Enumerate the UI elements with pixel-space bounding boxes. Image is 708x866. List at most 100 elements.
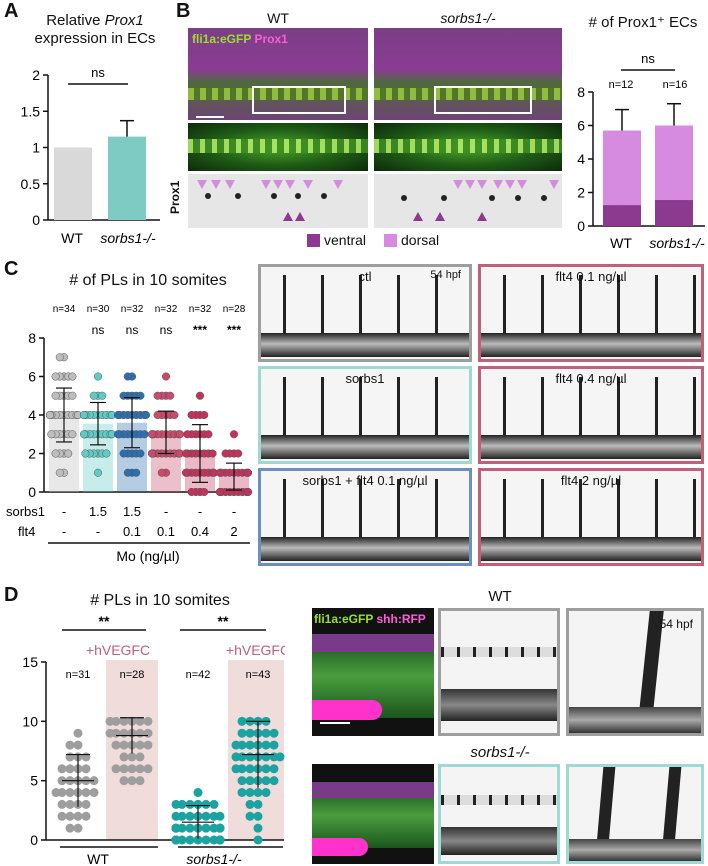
panel-b-image-mut-overview <box>374 28 562 120</box>
panel-d-data-point <box>65 799 75 809</box>
panel-c-data-point <box>51 391 60 400</box>
panel-letter-c: C <box>4 258 19 280</box>
ventral-arrowhead-icon <box>413 212 423 221</box>
panel-b-n-wt: n=12 <box>609 79 634 91</box>
panel-b-bar-dorsal <box>655 125 693 201</box>
panel-d-data-point <box>269 776 279 786</box>
panel-c-image-1: flt4 0.1 ng/µl <box>478 264 704 362</box>
panel-d-data-point <box>215 835 225 845</box>
panel-d-data-point <box>65 788 75 798</box>
panel-c-data-point <box>55 353 64 362</box>
panel-c-y-tick-label: 4 <box>28 407 36 423</box>
panel-b-image-wt-overview <box>188 28 368 120</box>
panel-d-data-point <box>185 811 195 821</box>
panel-d-data-point <box>193 788 203 798</box>
panel-c-n-label: n=30 <box>87 304 110 315</box>
dorsal-arrowhead-icon <box>285 180 295 189</box>
panel-c-data-point <box>215 468 225 477</box>
panel-d-data-point <box>81 764 91 774</box>
panel-c-data-point <box>102 449 111 458</box>
panel-a-y-tick-label: 2 <box>32 67 40 83</box>
panel-d-data-point <box>245 752 255 762</box>
panel-d-data-point <box>245 799 255 809</box>
panel-c-data-point <box>157 468 166 477</box>
panel-d-data-point <box>73 728 83 738</box>
panel-d-data-point <box>245 740 255 750</box>
panel-c-data-point <box>234 449 243 458</box>
panel-d-data-point <box>143 740 153 750</box>
panel-a-y-tick-label: 0.5 <box>21 176 41 192</box>
panel-b-image-wt-zoom <box>188 123 368 171</box>
panel-c-data-point <box>215 487 225 497</box>
prox1-nucleus <box>205 193 211 199</box>
ventral-arrowhead-icon <box>435 212 445 221</box>
panel-a-title: Relative Prox1 expression in ECs <box>20 12 170 48</box>
panel-c-mo-label: Mo (ng/µl) <box>116 548 179 564</box>
panel-d-n-and-sig: ** ** n=31 n=28 n=42 n=43 <box>62 614 270 681</box>
panel-c-data-point <box>141 410 151 420</box>
panel-c-data-point <box>166 391 175 400</box>
panel-b-chart-title: # of Prox1⁺ ECs <box>588 14 698 31</box>
panel-c-data-point <box>113 430 123 439</box>
panel-d-data-point <box>201 823 211 833</box>
panel-c-data-point <box>98 391 107 400</box>
panel-c-n-label: n=32 <box>155 304 178 315</box>
panel-c-flt4-value: - <box>96 524 100 539</box>
panel-d-data-point <box>81 799 91 809</box>
panel-d-data-point <box>171 823 181 833</box>
panel-c-y-tick-label: 8 <box>28 330 36 346</box>
panel-c-data-point <box>140 430 149 439</box>
panel-d-data-point <box>171 811 181 821</box>
panel-c-data-point <box>195 391 205 400</box>
dorsal-arrowhead-icon <box>505 180 515 189</box>
panel-d-data-point <box>65 823 75 833</box>
panel-d-data-point <box>209 799 219 809</box>
panel-d-data-point <box>275 752 285 762</box>
panel-c-flt4-value: 0.1 <box>157 524 175 539</box>
panel-b-image-wt-prox1 <box>188 174 368 228</box>
panel-c-sorbs1-value: - <box>164 504 168 519</box>
panel-c-data-point <box>51 372 60 381</box>
panel-b-y-tick-label: 4 <box>577 151 585 167</box>
panel-d-data-point <box>261 728 271 738</box>
panel-d-data-point <box>269 764 279 774</box>
panel-a-chart: 0 0.5 1 1.5 2 ns WT sorbs1-/- <box>21 65 160 246</box>
panel-d-plot <box>51 716 285 845</box>
panel-c-image-0: ctl 54 hpf <box>258 264 472 362</box>
panel-c-sorbs1-value: - <box>62 504 66 519</box>
panel-b-prox1-markers-mut <box>401 180 559 221</box>
ventral-arrowhead-icon <box>283 212 293 221</box>
panel-c-data-point <box>187 410 196 420</box>
panel-d-image-wt-fluor <box>312 608 434 736</box>
panel-c-image-label: flt4 0.1 ng/µl <box>555 269 627 284</box>
panel-d-data-point <box>81 752 91 762</box>
panel-c-data-point <box>181 449 191 458</box>
panel-d-data-point <box>253 835 263 845</box>
panel-c-image-5: flt4 2 ng/µl <box>478 468 704 566</box>
panel-d-data-point <box>81 811 91 821</box>
panel-a-title-line2: expression in ECs <box>34 30 156 47</box>
panel-a-y-tick-label: 1 <box>32 140 40 156</box>
panel-d-y-axis: 0 5 10 15 <box>22 654 284 848</box>
prox1-nucleus <box>489 195 495 201</box>
panel-d-data-point <box>127 764 137 774</box>
panel-d-data-point <box>261 788 271 798</box>
prox1-nucleus <box>441 195 447 201</box>
panel-c-data-point <box>68 391 77 400</box>
panel-c-sorbs1-value: - <box>198 504 202 519</box>
panel-d-data-point <box>237 788 247 798</box>
panel-c-image-label: flt4 0.4 ng/µl <box>555 371 627 386</box>
panel-c-y-tick-label: 2 <box>28 446 36 462</box>
panel-d-data-point <box>65 811 75 821</box>
panel-d-n-label: n=43 <box>246 669 271 681</box>
panel-c-data-point <box>68 430 77 439</box>
panel-d-sig-wt: ** <box>99 614 110 629</box>
panel-b-n-mut: n=16 <box>663 79 688 91</box>
panel-c-data-point <box>132 468 141 477</box>
panel-c-chart-title: # of PLs in 10 somites <box>69 272 227 289</box>
panel-letter-a: A <box>4 0 19 22</box>
panel-c-sorbs1-value: - <box>232 504 236 519</box>
panel-c-data-point <box>51 449 60 458</box>
panel-d-image-mut-fluor <box>312 764 434 864</box>
panel-b-y-tick-label: 6 <box>577 118 585 134</box>
